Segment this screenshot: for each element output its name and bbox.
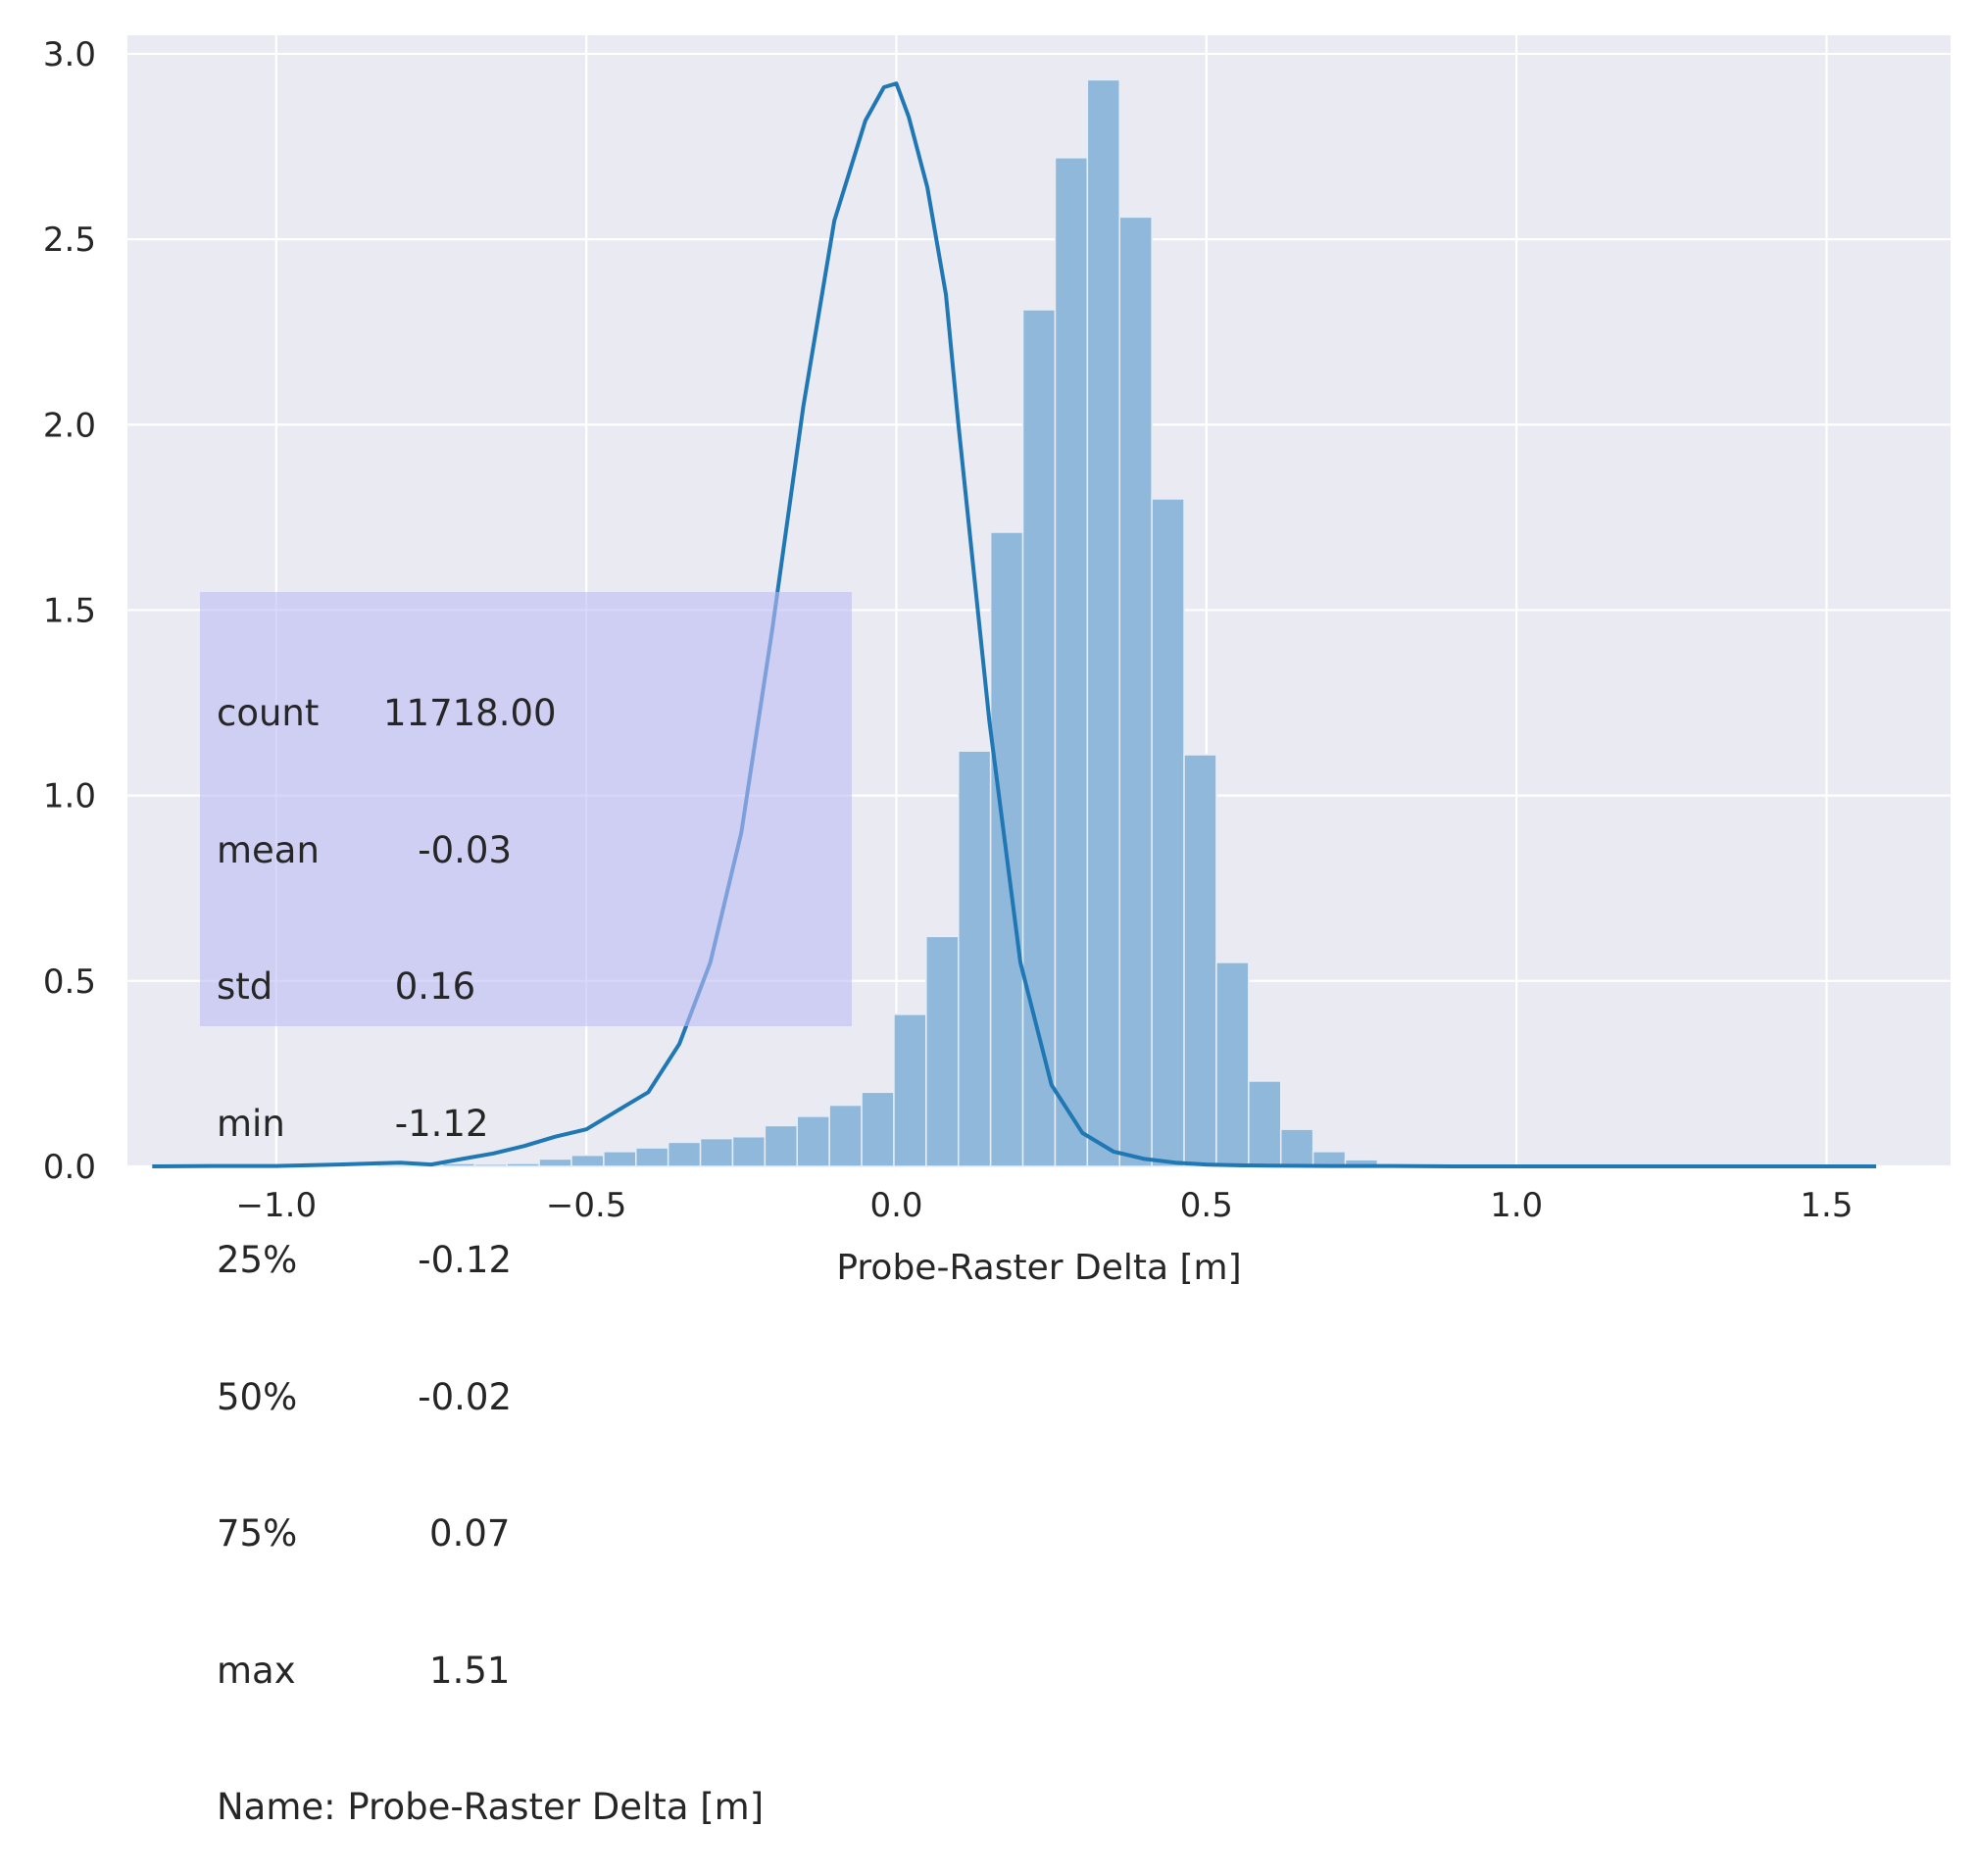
histogram-bar bbox=[1119, 217, 1152, 1166]
histogram-bar bbox=[829, 1106, 862, 1166]
stats-line-std: std 0.16 bbox=[217, 964, 764, 1011]
histogram-bar bbox=[926, 936, 959, 1166]
histogram-bar bbox=[1216, 963, 1249, 1166]
x-axis-label: Probe-Raster Delta [m] bbox=[836, 1248, 1241, 1288]
histogram-bar bbox=[1249, 1081, 1281, 1166]
x-tick-label: 0.0 bbox=[869, 1186, 922, 1225]
y-tick-label: 1.0 bbox=[43, 777, 96, 816]
stats-line-25: 25% -0.12 bbox=[217, 1238, 764, 1284]
y-tick-label: 0.0 bbox=[43, 1148, 96, 1187]
y-tick-label: 2.5 bbox=[43, 221, 96, 260]
histogram-bar bbox=[1087, 79, 1119, 1166]
histogram-bar bbox=[765, 1125, 797, 1166]
histogram-bar bbox=[1152, 499, 1184, 1166]
histogram-bar bbox=[959, 751, 991, 1166]
stats-line-max: max 1.51 bbox=[217, 1649, 764, 1695]
stats-footer: Name: Probe-Raster Delta [m] bbox=[217, 1785, 764, 1831]
stats-line-mean: mean -0.03 bbox=[217, 828, 764, 874]
histogram-bar bbox=[894, 1014, 926, 1166]
y-tick-label: 3.0 bbox=[43, 35, 96, 74]
x-tick-label: 0.5 bbox=[1180, 1186, 1233, 1225]
y-tick-label: 0.5 bbox=[43, 963, 96, 1002]
stats-line-min: min -1.12 bbox=[217, 1102, 764, 1148]
x-tick-label: 1.0 bbox=[1490, 1186, 1543, 1225]
stats-line-50: 50% -0.02 bbox=[217, 1375, 764, 1421]
stats-line-75: 75% 0.07 bbox=[217, 1511, 764, 1557]
histogram-bar bbox=[1055, 158, 1087, 1166]
histogram-bar bbox=[862, 1092, 894, 1166]
x-tick-label: 1.5 bbox=[1800, 1186, 1853, 1225]
y-tick-label: 1.5 bbox=[43, 591, 96, 630]
histogram-bar bbox=[797, 1116, 829, 1166]
y-tick-label: 2.0 bbox=[43, 406, 96, 445]
histogram-bar bbox=[1184, 755, 1216, 1166]
histogram-bar bbox=[1281, 1129, 1313, 1166]
